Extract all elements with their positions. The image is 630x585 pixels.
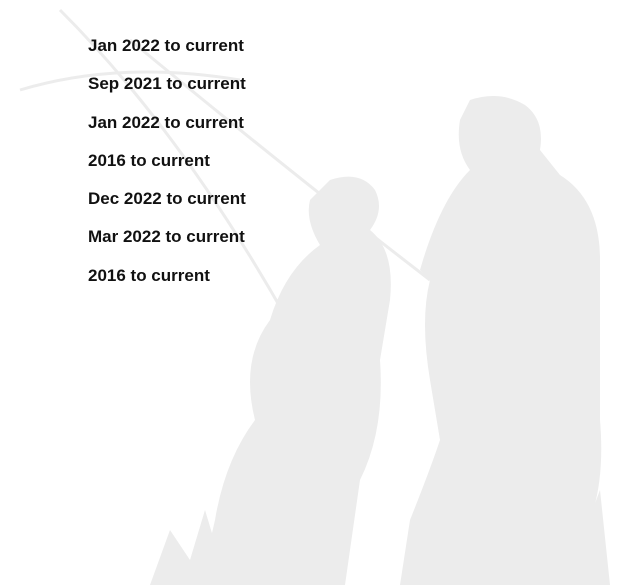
date-range: Jan 2022 to current (88, 104, 246, 142)
date-range: Sep 2021 to current (88, 65, 246, 103)
page: Jan 2022 to currentSep 2021 to currentJa… (0, 0, 630, 585)
date-range: Dec 2022 to current (88, 180, 246, 218)
date-range: 2016 to current (88, 142, 246, 180)
date-range: Mar 2022 to current (88, 218, 246, 256)
date-range: 2016 to current (88, 257, 246, 295)
date-range: Jan 2022 to current (88, 27, 246, 65)
